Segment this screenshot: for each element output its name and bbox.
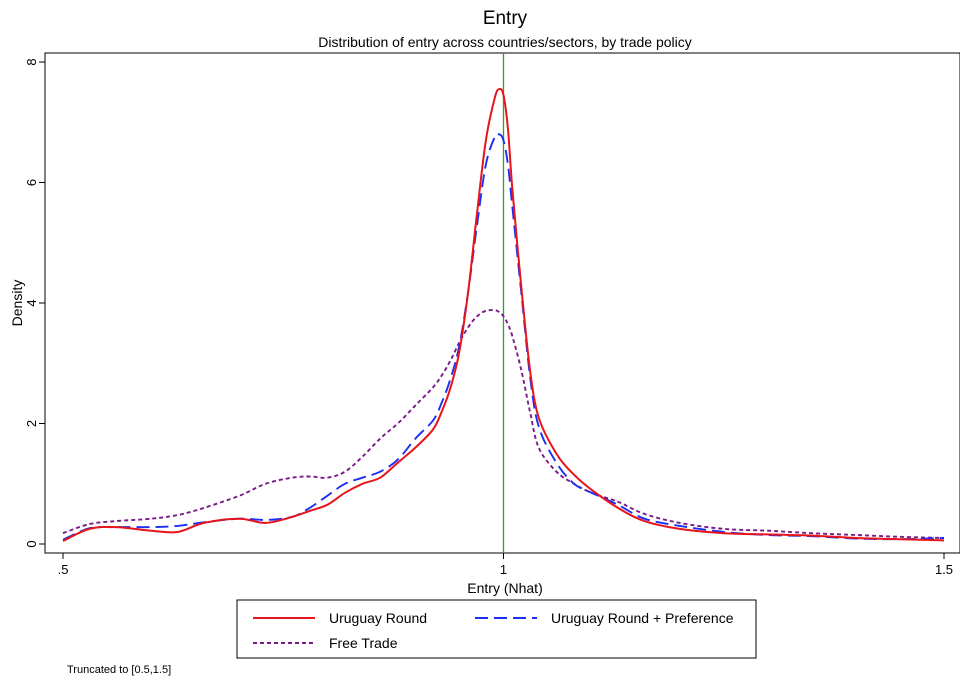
series-layer xyxy=(62,87,945,542)
chart-subtitle: Distribution of entry across countries/s… xyxy=(318,34,692,50)
x-axis: .5 1 1.5 xyxy=(58,553,953,577)
legend-box xyxy=(236,599,757,659)
x-axis-label: Entry (Nhat) xyxy=(467,580,542,596)
y-tick-label: 6 xyxy=(24,179,39,186)
x-tick-label: 1.5 xyxy=(935,562,953,577)
truncation-note: Truncated to [0.5,1.5] xyxy=(67,664,171,676)
legend: Uruguay Round Uruguay Round + Preference F… xyxy=(236,599,757,659)
y-tick-label: 8 xyxy=(24,58,39,65)
legend-label-uruguay-round-preference: Uruguay Round + Preference xyxy=(551,610,734,626)
y-tick-label: 2 xyxy=(24,420,39,427)
y-axis: 0 2 4 6 8 xyxy=(24,58,45,548)
x-tick-label: 1 xyxy=(500,562,507,577)
series-line-uruguay-round-preference xyxy=(62,132,945,541)
series-line-free-trade xyxy=(62,309,945,539)
y-tick-label: 4 xyxy=(24,299,39,306)
legend-items: Uruguay Round Uruguay Round + Preference F… xyxy=(253,610,734,651)
legend-label-uruguay-round: Uruguay Round xyxy=(329,610,427,626)
x-tick-label: .5 xyxy=(58,562,69,577)
y-axis-label: Density xyxy=(9,280,25,327)
series-line-uruguay-round xyxy=(62,87,945,542)
chart-title: Entry xyxy=(483,8,528,29)
y-tick-label: 0 xyxy=(24,540,39,547)
plot-area-frame xyxy=(44,52,960,554)
legend-label-free-trade: Free Trade xyxy=(329,635,398,651)
